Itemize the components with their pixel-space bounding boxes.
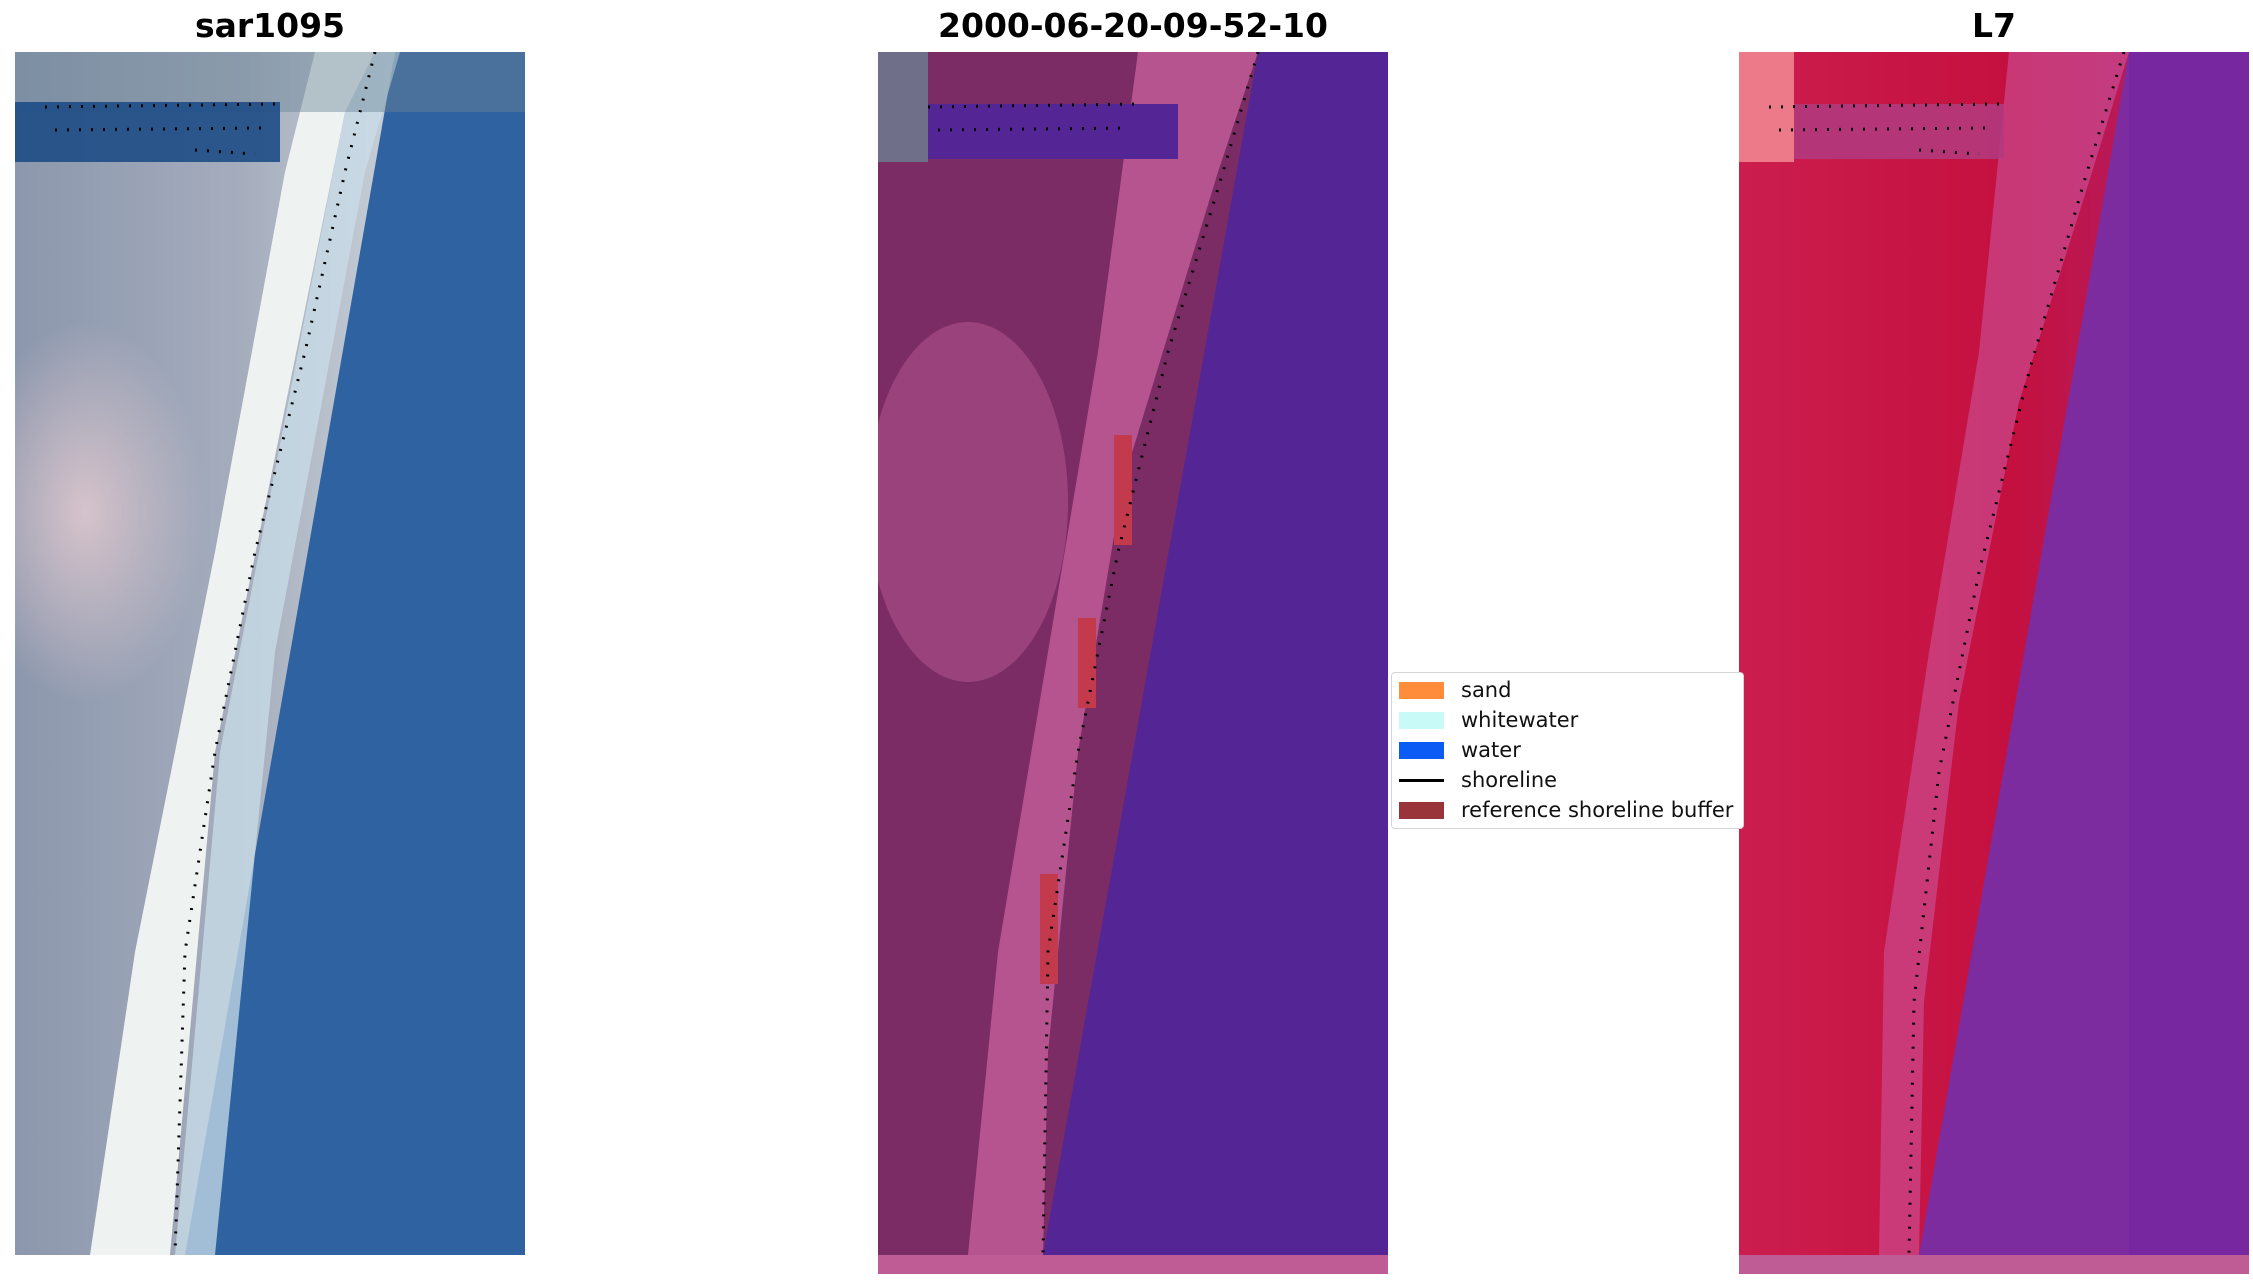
classified-image-panel xyxy=(878,52,1388,1274)
panel-title-rgb: sar1095 xyxy=(194,6,346,45)
legend-item-reference-buffer: reference shoreline buffer xyxy=(1399,797,1733,823)
buffer-swatch xyxy=(1399,801,1444,819)
legend-item-water: water xyxy=(1399,737,1521,763)
legend-item-shoreline: shoreline xyxy=(1399,767,1557,793)
sand-swatch xyxy=(1399,681,1444,699)
legend-item-sand: sand xyxy=(1399,677,1511,703)
panel-title-index: L7 xyxy=(1972,6,2016,45)
shoreline-line-icon xyxy=(1399,778,1444,782)
rgb-image-panel xyxy=(15,52,525,1255)
shoreline-classified xyxy=(1041,52,1260,1256)
index-image-panel xyxy=(1739,52,2249,1274)
legend-label: shoreline xyxy=(1461,768,1558,792)
legend: sand whitewater water shoreline referenc… xyxy=(1391,672,1744,829)
water-swatch xyxy=(1399,741,1444,759)
legend-label: reference shoreline buffer xyxy=(1461,798,1734,822)
rgb-image xyxy=(15,52,525,1255)
legend-label: sand xyxy=(1461,678,1512,702)
legend-item-whitewater: whitewater xyxy=(1399,707,1578,733)
panel-title-classified: 2000-06-20-09-52-10 xyxy=(938,6,1328,45)
classified-image xyxy=(878,52,1388,1274)
legend-label: whitewater xyxy=(1461,708,1579,732)
whitewater-swatch xyxy=(1399,711,1444,729)
index-image xyxy=(1739,52,2249,1274)
legend-label: water xyxy=(1461,738,1521,762)
